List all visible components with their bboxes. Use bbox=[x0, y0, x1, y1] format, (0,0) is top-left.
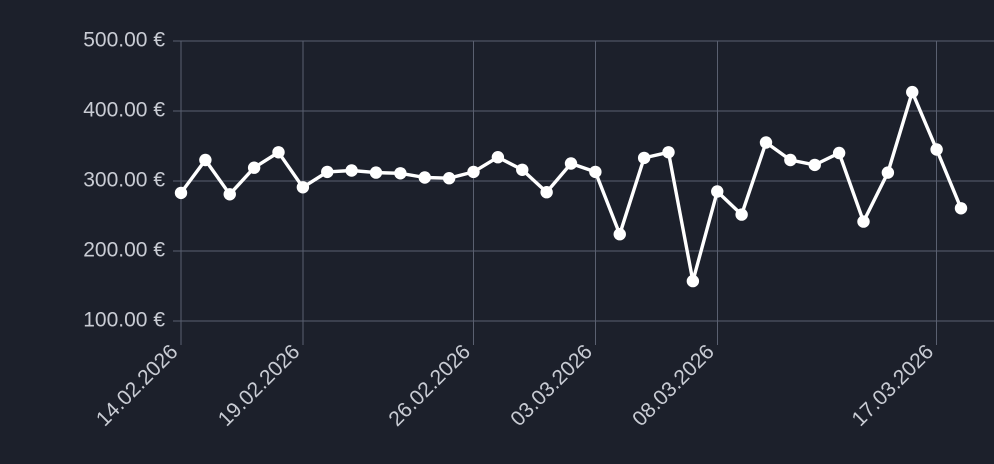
x-axis-tick-label: 08.03.2026 bbox=[628, 340, 719, 431]
data-point[interactable] bbox=[735, 208, 748, 221]
data-point[interactable] bbox=[906, 85, 919, 99]
price-series-markers bbox=[174, 85, 968, 288]
x-axis-tick-label: 26.02.2026 bbox=[384, 340, 475, 431]
x-gridlines bbox=[180, 41, 938, 345]
data-point[interactable] bbox=[637, 151, 651, 165]
data-point[interactable] bbox=[247, 161, 261, 174]
data-point[interactable] bbox=[418, 171, 431, 184]
data-point[interactable] bbox=[881, 166, 895, 179]
data-point[interactable] bbox=[491, 151, 505, 164]
data-point[interactable] bbox=[272, 146, 285, 159]
data-point[interactable] bbox=[832, 146, 846, 160]
y-axis-tick-label: 400.00 € bbox=[83, 99, 165, 122]
x-axis-tick-label: 19.02.2026 bbox=[214, 340, 305, 431]
x-axis-tick-label: 17.03.2026 bbox=[848, 340, 939, 431]
data-point[interactable] bbox=[345, 164, 358, 177]
data-point[interactable] bbox=[369, 166, 383, 179]
data-point[interactable] bbox=[442, 172, 456, 185]
data-point[interactable] bbox=[223, 188, 236, 201]
y-axis-tick-labels: 100.00 € 200.00 € 300.00 € 400.00 € 500.00 € bbox=[83, 29, 165, 332]
data-point[interactable] bbox=[174, 186, 188, 200]
data-point[interactable] bbox=[711, 185, 724, 198]
data-point[interactable] bbox=[857, 215, 870, 228]
data-point[interactable] bbox=[930, 143, 943, 156]
data-point[interactable] bbox=[589, 165, 602, 179]
data-point[interactable] bbox=[954, 202, 968, 215]
x-axis-tick-labels: 14.02.2026 19.02.2026 26.02.2026 03.03.2026… bbox=[92, 340, 938, 431]
data-point[interactable] bbox=[564, 157, 578, 170]
x-axis-tick-label: 14.02.2026 bbox=[92, 340, 183, 431]
data-point[interactable] bbox=[394, 167, 407, 180]
y-gridlines bbox=[173, 40, 994, 322]
x-axis-tick-label: 03.03.2026 bbox=[506, 340, 597, 431]
data-point[interactable] bbox=[540, 186, 553, 199]
data-point[interactable] bbox=[686, 274, 700, 288]
data-point[interactable] bbox=[467, 165, 480, 179]
y-axis-tick-label: 200.00 € bbox=[83, 239, 165, 262]
data-point[interactable] bbox=[199, 153, 212, 167]
y-axis-tick-label: 300.00 € bbox=[83, 169, 165, 192]
y-axis-tick-label: 500.00 € bbox=[83, 29, 165, 52]
data-point[interactable] bbox=[759, 136, 773, 149]
y-axis-tick-label: 100.00 € bbox=[83, 309, 165, 332]
data-point[interactable] bbox=[516, 163, 529, 176]
data-point[interactable] bbox=[784, 153, 797, 167]
data-point[interactable] bbox=[808, 158, 821, 172]
data-point[interactable] bbox=[321, 165, 334, 179]
data-point[interactable] bbox=[662, 146, 675, 159]
data-point[interactable] bbox=[613, 228, 626, 241]
data-point[interactable] bbox=[296, 181, 310, 194]
